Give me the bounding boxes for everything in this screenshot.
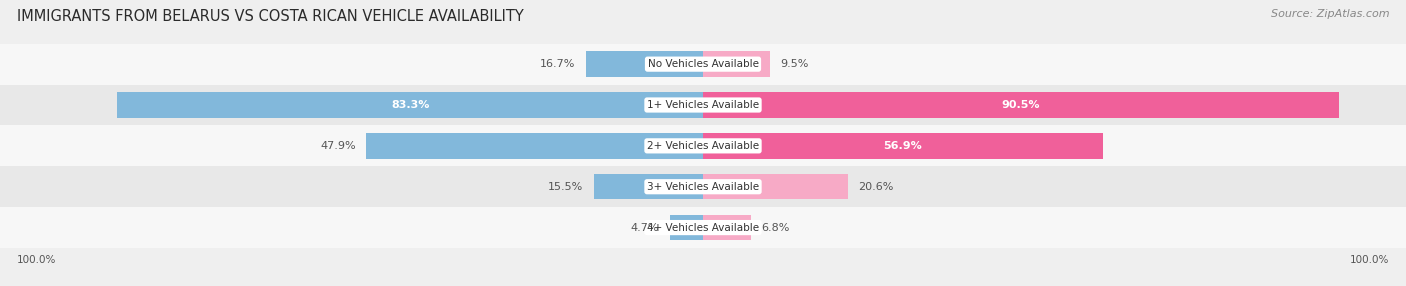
Bar [703, 51, 770, 77]
Text: 56.9%: 56.9% [883, 141, 922, 151]
Text: 1+ Vehicles Available: 1+ Vehicles Available [647, 100, 759, 110]
Text: 4.7%: 4.7% [631, 223, 659, 233]
Bar [703, 215, 751, 240]
Text: 2+ Vehicles Available: 2+ Vehicles Available [647, 141, 759, 151]
Bar [366, 133, 703, 158]
Text: 90.5%: 90.5% [1002, 100, 1040, 110]
Text: 47.9%: 47.9% [321, 141, 356, 151]
Text: 4+ Vehicles Available: 4+ Vehicles Available [647, 223, 759, 233]
Bar [0, 85, 1406, 126]
Text: Source: ZipAtlas.com: Source: ZipAtlas.com [1271, 9, 1389, 19]
Text: IMMIGRANTS FROM BELARUS VS COSTA RICAN VEHICLE AVAILABILITY: IMMIGRANTS FROM BELARUS VS COSTA RICAN V… [17, 9, 523, 23]
Bar [0, 207, 1406, 248]
Text: 20.6%: 20.6% [858, 182, 894, 192]
Text: 6.8%: 6.8% [762, 223, 790, 233]
Text: 100.0%: 100.0% [17, 255, 56, 265]
Text: 9.5%: 9.5% [780, 59, 808, 69]
Bar [703, 92, 1340, 118]
Bar [0, 166, 1406, 207]
Bar [703, 174, 848, 199]
Bar [0, 44, 1406, 85]
Text: 83.3%: 83.3% [391, 100, 429, 110]
Bar [117, 92, 703, 118]
Bar [593, 174, 703, 199]
Bar [703, 133, 1104, 158]
Text: 15.5%: 15.5% [548, 182, 583, 192]
Text: 3+ Vehicles Available: 3+ Vehicles Available [647, 182, 759, 192]
Bar [586, 51, 703, 77]
Text: 16.7%: 16.7% [540, 59, 575, 69]
Bar [0, 126, 1406, 166]
Bar [669, 215, 703, 240]
Text: No Vehicles Available: No Vehicles Available [648, 59, 758, 69]
Text: 100.0%: 100.0% [1350, 255, 1389, 265]
